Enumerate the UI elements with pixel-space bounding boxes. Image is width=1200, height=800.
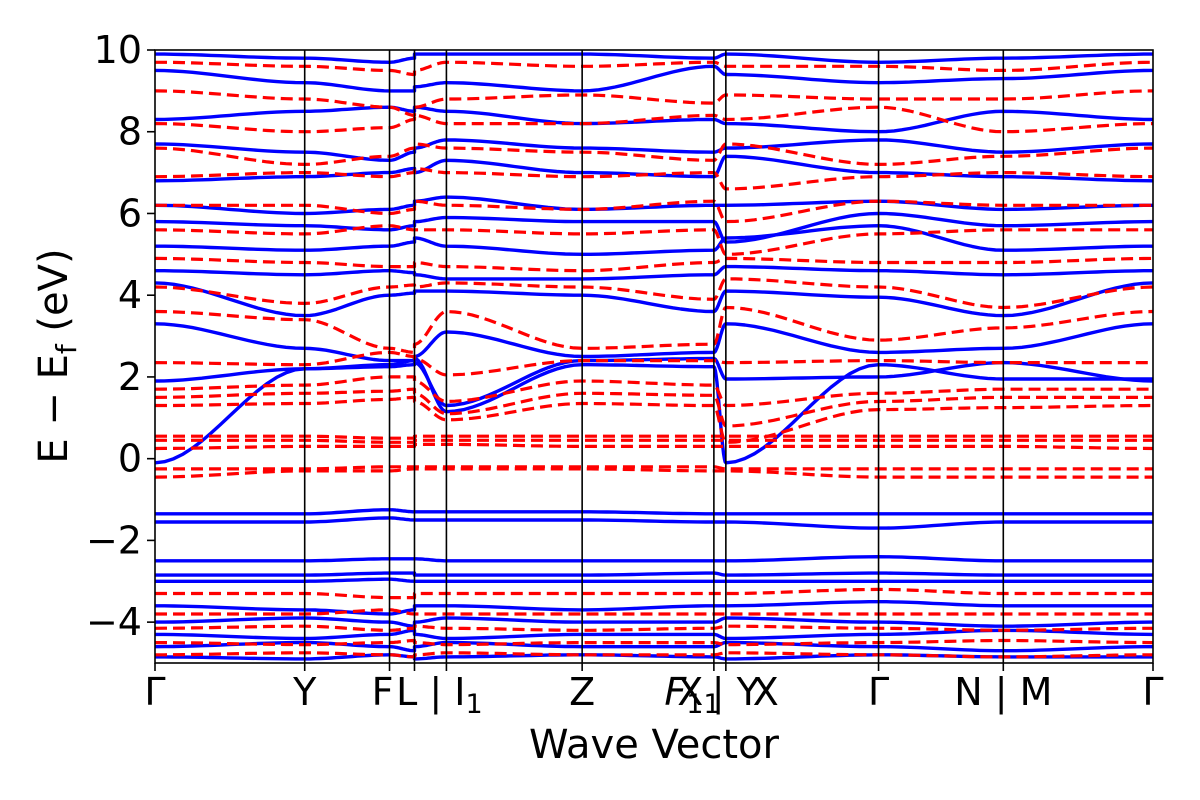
- dashed-band-line-7: [155, 375, 1153, 408]
- dashed-band-line-17: [155, 89, 1153, 117]
- dashed-band-line-0: [155, 467, 1153, 479]
- y-tick-label: 6: [118, 191, 142, 235]
- solid-band-line-16: [155, 571, 1153, 577]
- y-tick-label: 8: [118, 110, 142, 154]
- x-tick-label: Z: [569, 670, 595, 714]
- plot-frame: [154, 49, 1154, 664]
- dashed-band-line-1: [155, 465, 1153, 471]
- bands-layer: [155, 52, 1153, 661]
- dashed-band-line-14: [155, 166, 1153, 191]
- y-axis-title: E − Ef (eV): [31, 248, 83, 463]
- dashed-band-line-12: [155, 224, 1153, 256]
- dashed-band-line-6: [155, 387, 1153, 428]
- y-tick-label: 0: [118, 437, 142, 481]
- dashed-band-line-18: [155, 60, 1153, 77]
- kpoint-divider-lines: [303, 50, 1005, 663]
- dashed-band-line-11: [155, 256, 1153, 273]
- x-tick-label: Y: [292, 670, 317, 714]
- dashed-band-line-13: [155, 199, 1153, 224]
- dashed-band-line-9: [155, 305, 1153, 354]
- solid-band-line-8: [155, 154, 1153, 183]
- y-axis-title-sub: f: [50, 343, 83, 354]
- y-tick-label: 4: [118, 273, 142, 317]
- x-tick-label: Γ: [1142, 670, 1163, 714]
- solid-band-line-3: [155, 281, 1153, 318]
- solid-band-line-12: [155, 52, 1153, 64]
- y-axis-title-unit: (eV): [31, 248, 77, 344]
- y-tick-label: −2: [86, 518, 142, 562]
- x-tick-label: Γ: [868, 670, 889, 714]
- solid-band-line-1: [155, 356, 1153, 408]
- x-tick-label: X: [753, 670, 779, 714]
- dashed-band-line-5: [155, 395, 1153, 444]
- solid-band-line-6: [155, 211, 1153, 244]
- y-axis: 10 8 6 4 2 0 −2 −4: [86, 28, 155, 644]
- solid-band-line-20: [155, 628, 1153, 641]
- x-axis-title: Wave Vector: [529, 722, 780, 768]
- dashed-band-line-3: [155, 438, 1153, 444]
- x-tick-label: N | M: [954, 670, 1052, 715]
- y-tick-label: −4: [86, 600, 142, 644]
- dashed-band-line-19: [155, 587, 1153, 600]
- solid-band-line-19: [155, 616, 1153, 628]
- solid-band-line-11: [155, 64, 1153, 93]
- solid-band-line-7: [155, 195, 1153, 216]
- y-tick-label: 10: [94, 28, 142, 72]
- dashed-band-line-2: [155, 442, 1153, 451]
- x-tick-label: X1: [677, 670, 720, 720]
- solid-band-line-4: [155, 264, 1153, 281]
- solid-band-line-0: [155, 356, 1153, 465]
- x-tick-label: L | I1: [396, 670, 483, 720]
- dashed-band-line-15: [155, 142, 1153, 166]
- dashed-band-line-4: [155, 434, 1153, 440]
- x-tick-label: F1: [664, 670, 703, 720]
- solid-band-line-9: [155, 138, 1153, 162]
- solid-band-line-18: [155, 600, 1153, 616]
- dashed-band-line-8: [155, 350, 1153, 377]
- x-tick-label: | Y: [712, 670, 761, 715]
- x-tick-label: F: [372, 670, 394, 714]
- dashed-band-line-16: [155, 105, 1153, 134]
- dashed-band-line-20: [155, 608, 1153, 616]
- solid-band-line-5: [155, 224, 1153, 256]
- dashed-band-line-22: [155, 638, 1153, 647]
- y-tick-label: 2: [118, 355, 142, 399]
- y-axis-title-main: E − E: [31, 354, 77, 464]
- dashed-band-line-10: [155, 277, 1153, 310]
- solid-band-line-2: [155, 322, 1153, 363]
- dashed-band-line-21: [155, 624, 1153, 632]
- dashed-band-line-23: [155, 651, 1153, 659]
- x-tick-label: Γ: [144, 670, 165, 714]
